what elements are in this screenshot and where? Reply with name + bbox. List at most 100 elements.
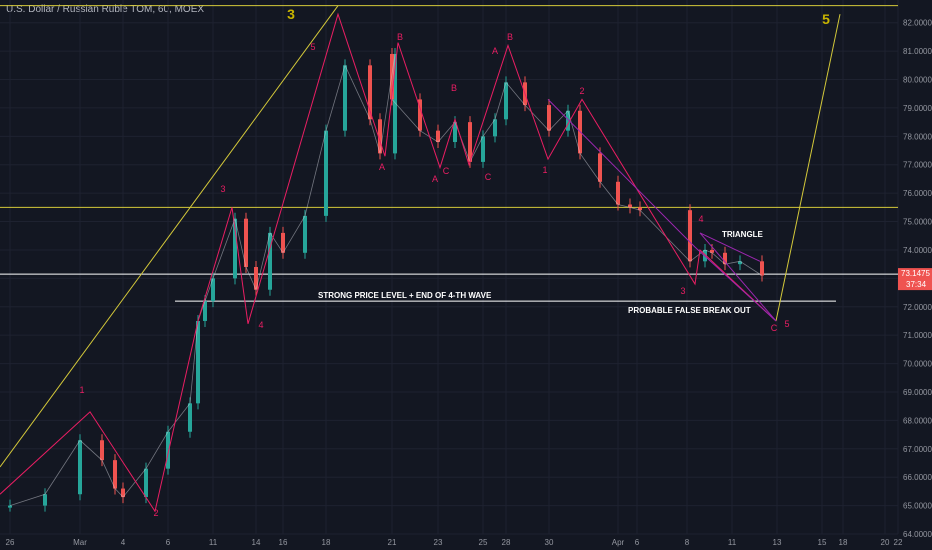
annotation-text: STRONG PRICE LEVEL + END OF 4-TH WAVE xyxy=(318,291,492,300)
wave-label: A xyxy=(379,162,385,172)
x-tick-label: 26 xyxy=(6,538,15,547)
candle-body xyxy=(616,181,620,205)
candle-body xyxy=(436,130,440,143)
candle-body xyxy=(481,136,485,162)
candle-body xyxy=(393,53,397,154)
x-tick-label: 6 xyxy=(166,538,171,547)
wave-label: 3 xyxy=(680,286,685,296)
wave-label: C xyxy=(485,172,492,182)
x-tick-label: 8 xyxy=(685,538,690,547)
x-tick-label: 15 xyxy=(818,538,827,547)
wave-label: A xyxy=(432,174,438,184)
candle-body xyxy=(493,119,497,137)
y-tick-label: 78.0000 xyxy=(903,132,932,141)
candle-body xyxy=(188,403,192,432)
y-tick-label: 79.0000 xyxy=(903,104,932,113)
candle-body xyxy=(638,207,642,211)
candle-body xyxy=(368,65,372,120)
x-tick-label: 28 xyxy=(502,538,511,547)
candle-body xyxy=(100,440,104,461)
x-tick-label: 25 xyxy=(479,538,488,547)
candle-body xyxy=(113,460,117,489)
elliott-wave-line xyxy=(0,12,777,513)
wave-label: 4 xyxy=(698,214,703,224)
x-tick-label: 18 xyxy=(322,538,331,547)
x-tick-label: Mar xyxy=(73,538,87,547)
annotation-text: PROBABLE FALSE BREAK OUT xyxy=(628,306,751,315)
y-tick-label: 65.0000 xyxy=(903,502,932,511)
price-tag-box xyxy=(898,268,932,291)
candle-body xyxy=(8,505,12,508)
y-tick-label: 76.0000 xyxy=(903,189,932,198)
y-tick-label: 70.0000 xyxy=(903,360,932,369)
x-tick-label: 4 xyxy=(121,538,126,547)
wave-label: C xyxy=(771,323,778,333)
candle-body xyxy=(43,494,47,506)
candle-body xyxy=(378,119,382,154)
candle-body xyxy=(468,122,472,162)
y-tick-label: 74.0000 xyxy=(903,246,932,255)
candle-body xyxy=(453,122,457,143)
y-tick-label: 81.0000 xyxy=(903,47,932,56)
y-tick-label: 67.0000 xyxy=(903,445,932,454)
wave-label: 1 xyxy=(79,385,84,395)
wave-label: 5 xyxy=(784,319,789,329)
wave-label: 4 xyxy=(258,320,263,330)
y-tick-label: 77.0000 xyxy=(903,161,932,170)
x-tick-label: 23 xyxy=(434,538,443,547)
y-tick-label: 80.0000 xyxy=(903,76,932,85)
candle-body xyxy=(203,301,207,321)
y-tick-label: 75.0000 xyxy=(903,218,932,227)
wave5-projection-line xyxy=(775,14,841,322)
y-tick-label: 82.0000 xyxy=(903,19,932,28)
major-wave-label: 5 xyxy=(822,11,830,27)
candle-body xyxy=(303,215,307,253)
y-tick-label: 72.0000 xyxy=(903,303,932,312)
candle-body xyxy=(166,431,170,469)
x-tick-label: 22 xyxy=(894,538,903,547)
candle-body xyxy=(254,267,258,290)
y-tick-label: 64.0000 xyxy=(903,530,932,539)
x-tick-label: 20 xyxy=(881,538,890,547)
x-tick-label: 14 xyxy=(252,538,261,547)
candle-body xyxy=(598,153,602,182)
y-tick-label: 68.0000 xyxy=(903,416,932,425)
candle-body xyxy=(688,210,692,262)
candle-body xyxy=(268,232,272,290)
candle-body xyxy=(144,468,148,498)
wave-label: 3 xyxy=(220,184,225,194)
x-tick-label: Apr xyxy=(612,538,625,547)
candle-body xyxy=(196,320,200,404)
candle-body xyxy=(760,261,764,276)
candle-body xyxy=(504,82,508,120)
triangle-lines xyxy=(547,99,777,322)
wave-label: 1 xyxy=(542,165,547,175)
candle-body xyxy=(547,105,551,131)
candle-body xyxy=(244,218,248,267)
candle-body xyxy=(390,53,394,100)
major-wave-label: 3 xyxy=(287,6,295,22)
wave-label: 2 xyxy=(579,86,584,96)
candle-body xyxy=(723,252,727,265)
wave-label: 5 xyxy=(310,42,315,52)
candle-body xyxy=(343,65,347,131)
x-tick-label: 11 xyxy=(728,538,737,547)
x-tick-label: 16 xyxy=(279,538,288,547)
chart-title: U.S. Dollar / Russian Ruble TOM, 60, MOE… xyxy=(6,4,205,15)
candle-body xyxy=(738,261,742,265)
wave-label: A xyxy=(492,46,498,56)
candle-body xyxy=(281,232,285,253)
x-tick-label: 6 xyxy=(635,538,640,547)
wave-label: B xyxy=(507,32,513,42)
x-tick-label: 13 xyxy=(773,538,782,547)
candle-body xyxy=(233,218,237,279)
y-tick-label: 69.0000 xyxy=(903,388,932,397)
candle-body xyxy=(78,440,82,495)
candle-body xyxy=(324,130,328,216)
candle-body xyxy=(566,110,570,131)
candle-body xyxy=(628,204,632,208)
x-tick-label: 30 xyxy=(545,538,554,547)
x-tick-label: 11 xyxy=(209,538,218,547)
y-tick-label: 71.0000 xyxy=(903,331,932,340)
